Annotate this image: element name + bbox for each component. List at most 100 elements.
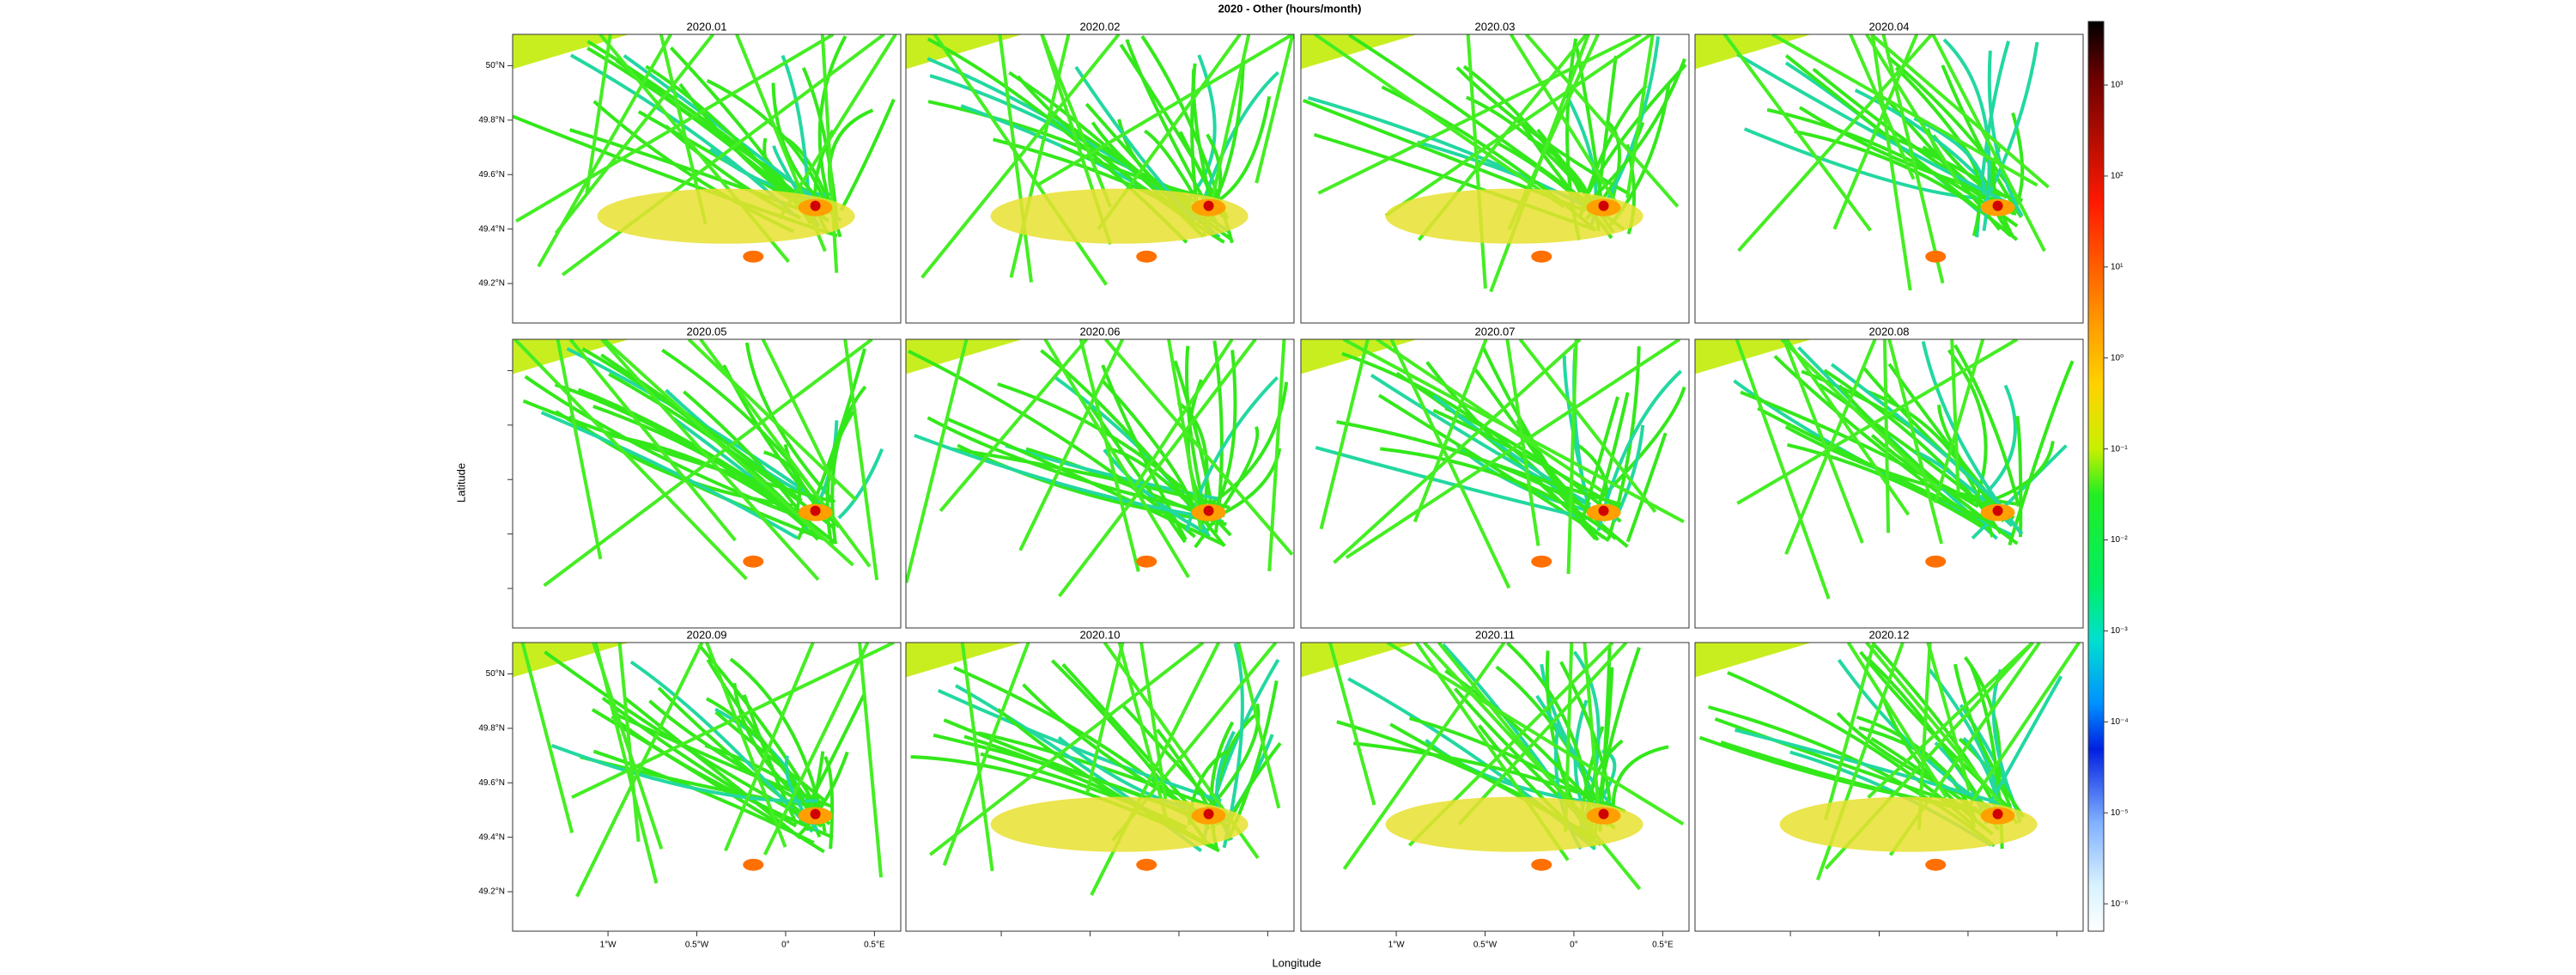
track bbox=[817, 35, 848, 226]
track bbox=[1566, 339, 1578, 575]
track bbox=[1830, 363, 2008, 512]
panel-frame bbox=[512, 642, 902, 932]
map-panel bbox=[1695, 643, 2081, 881]
track bbox=[1134, 339, 1234, 487]
y-tick-label: 50°N bbox=[486, 669, 505, 679]
coast-band bbox=[1695, 643, 1812, 678]
track bbox=[1389, 339, 1511, 589]
track bbox=[1942, 38, 1991, 232]
colorbar bbox=[2087, 21, 2105, 932]
hotspot bbox=[1992, 200, 2003, 211]
panel-frame bbox=[1300, 642, 1690, 932]
track bbox=[699, 339, 872, 568]
hotspot bbox=[1136, 555, 1157, 568]
colorbar-tick-label: 10⁻⁵ bbox=[2111, 808, 2129, 818]
track bbox=[554, 34, 714, 235]
y-tick-label: 50°N bbox=[486, 61, 505, 70]
track bbox=[843, 339, 879, 581]
track bbox=[1524, 34, 1680, 208]
track bbox=[858, 643, 884, 878]
hotspot bbox=[1385, 796, 1643, 852]
track bbox=[537, 34, 672, 268]
colorbar-tick-label: 10⁻² bbox=[2111, 535, 2128, 545]
track bbox=[1625, 432, 1668, 543]
track bbox=[1913, 117, 1987, 195]
track bbox=[2015, 416, 2023, 538]
track bbox=[1926, 643, 1971, 792]
hotspot bbox=[1598, 808, 1609, 820]
colorbar-tick-label: 10⁰ bbox=[2111, 353, 2123, 363]
panel-title: 2020.06 bbox=[1080, 325, 1121, 338]
track bbox=[798, 692, 866, 824]
track bbox=[942, 643, 1030, 867]
track bbox=[1740, 390, 1979, 509]
x-tick-label: 0.5°W bbox=[1473, 941, 1498, 950]
coast-band bbox=[513, 34, 629, 70]
panel-frame bbox=[1694, 642, 2084, 932]
panel-title: 2020.04 bbox=[1869, 20, 1910, 33]
track bbox=[635, 71, 801, 199]
hotspot bbox=[1203, 808, 1214, 820]
track bbox=[1782, 339, 1864, 544]
track bbox=[556, 339, 603, 560]
track bbox=[1342, 643, 1506, 870]
track bbox=[1583, 643, 1601, 820]
track bbox=[1931, 34, 2046, 253]
panel-title: 2020.05 bbox=[687, 325, 727, 338]
track bbox=[592, 643, 664, 850]
track bbox=[801, 67, 839, 221]
track bbox=[1509, 34, 1623, 212]
panel-frame bbox=[512, 338, 902, 629]
panel-title: 2020.01 bbox=[687, 20, 727, 33]
track bbox=[2008, 360, 2075, 546]
track bbox=[762, 643, 870, 856]
track bbox=[705, 643, 787, 848]
coast-band bbox=[906, 643, 1023, 678]
track bbox=[1236, 643, 1281, 809]
coast-band bbox=[1695, 339, 1812, 375]
map-panel bbox=[1301, 34, 1687, 293]
hotspot bbox=[1598, 505, 1609, 516]
y-tick-label: 49.6°N bbox=[478, 170, 505, 180]
track bbox=[714, 710, 827, 803]
track bbox=[1103, 448, 1209, 535]
colorbar-tick-label: 10⁻⁴ bbox=[2111, 717, 2129, 727]
hotspot bbox=[1992, 808, 2003, 820]
x-tick-label: 1°W bbox=[1388, 941, 1406, 950]
track bbox=[1625, 34, 1655, 198]
coast-band bbox=[1695, 34, 1812, 70]
map-panel bbox=[513, 34, 897, 277]
coast-band bbox=[1301, 339, 1418, 375]
track bbox=[957, 443, 1224, 524]
hotspot bbox=[1203, 505, 1214, 516]
y-axis-label: Latitude bbox=[454, 463, 467, 503]
track bbox=[937, 688, 1222, 803]
figure-title: 2020 - Other (hours/month) bbox=[1218, 2, 1362, 15]
panel-title: 2020.10 bbox=[1080, 628, 1121, 641]
track bbox=[657, 686, 818, 826]
track bbox=[837, 448, 884, 520]
track bbox=[1445, 445, 1622, 507]
panel-frame bbox=[1300, 34, 1690, 324]
track bbox=[629, 660, 814, 833]
track bbox=[761, 339, 836, 486]
panel-frame bbox=[512, 34, 902, 324]
track bbox=[1156, 728, 1211, 810]
track bbox=[823, 756, 835, 850]
track bbox=[1737, 34, 1934, 253]
track bbox=[1872, 643, 2001, 815]
hotspot bbox=[810, 808, 821, 820]
hotspot bbox=[1992, 505, 2003, 516]
panel-frame bbox=[905, 338, 1295, 629]
track bbox=[524, 375, 806, 521]
track bbox=[1319, 339, 1370, 530]
hotspot bbox=[990, 796, 1249, 852]
panel-title: 2020.07 bbox=[1475, 325, 1516, 338]
track bbox=[585, 34, 612, 194]
track bbox=[1580, 58, 1686, 210]
track bbox=[706, 658, 813, 806]
track bbox=[1218, 96, 1272, 202]
track bbox=[945, 417, 1225, 547]
coast-band bbox=[513, 643, 629, 678]
